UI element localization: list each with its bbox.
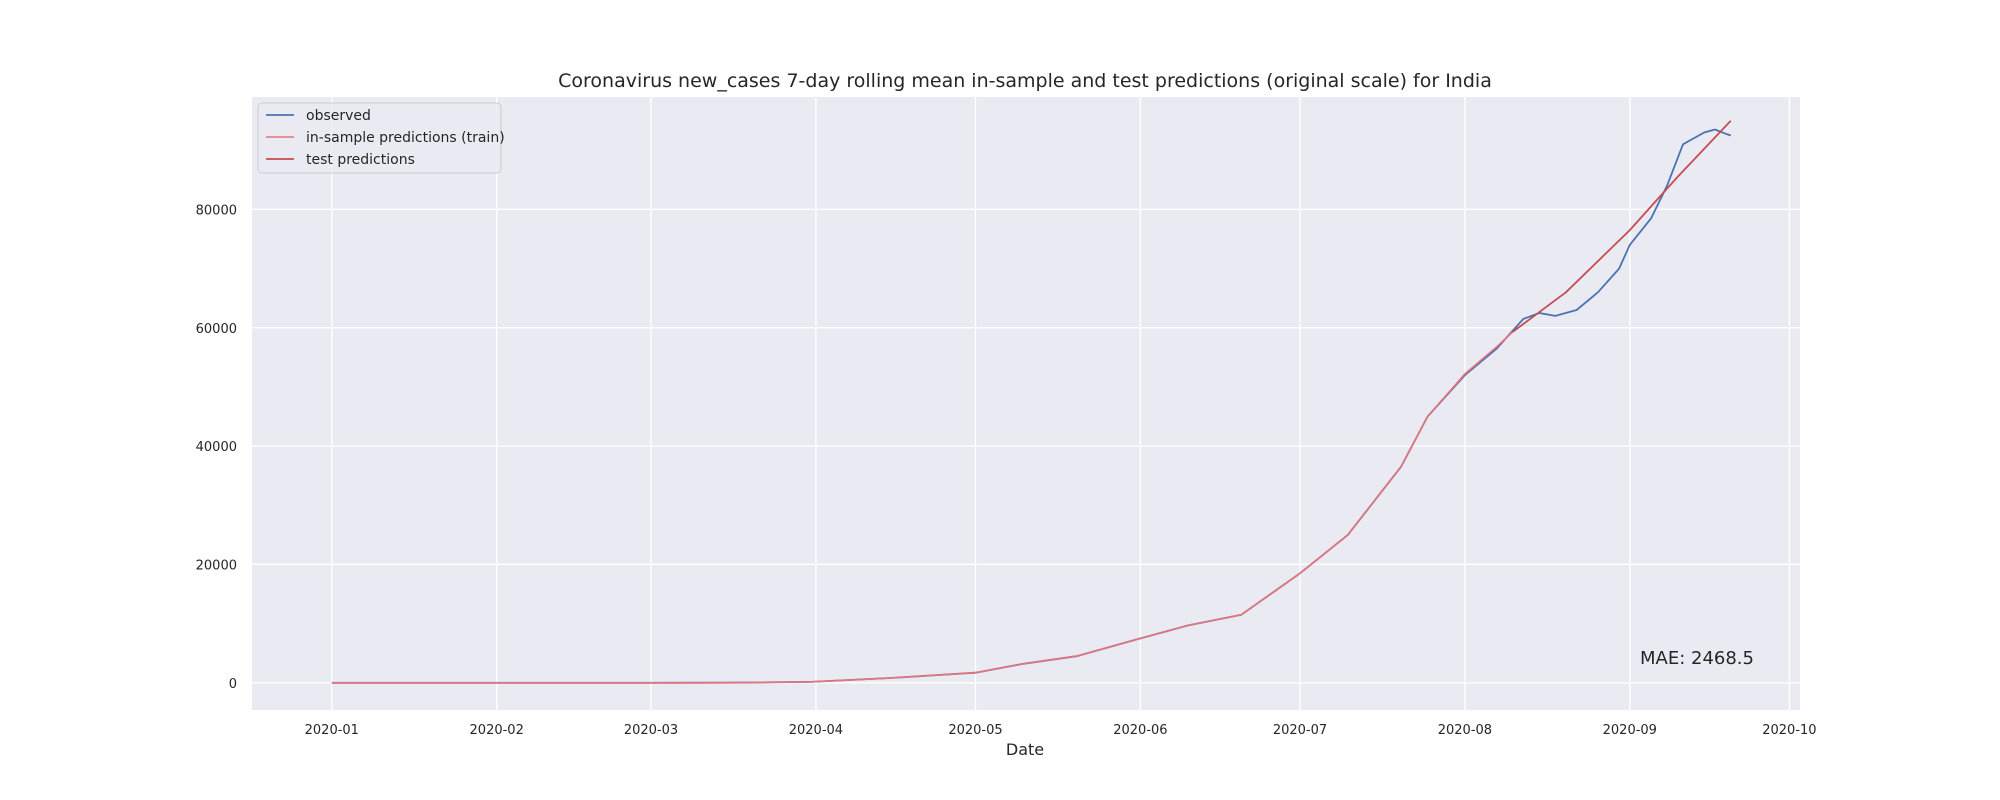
plot-area xyxy=(252,97,1800,710)
x-tick-label: 2020-08 xyxy=(1438,723,1492,738)
x-tick-label: 2020-02 xyxy=(470,723,524,738)
x-tick-label: 2020-01 xyxy=(305,723,359,738)
legend: observed in-sample predictions (train) t… xyxy=(257,102,505,174)
legend-box xyxy=(257,102,502,174)
x-axis-ticks: 2020-01 2020-02 2020-03 2020-04 2020-05 2020-… xyxy=(305,723,1817,738)
x-tick-label: 2020-04 xyxy=(789,723,843,738)
x-tick-label: 2020-06 xyxy=(1113,723,1167,738)
y-tick-label: 0 xyxy=(229,677,237,692)
y-tick-label: 20000 xyxy=(196,558,237,573)
x-gridlines xyxy=(331,97,1791,710)
x-tick-label: 2020-03 xyxy=(624,723,678,738)
x-tick-label: 2020-09 xyxy=(1603,723,1657,738)
legend-label-train: in-sample predictions (train) xyxy=(306,130,505,146)
mae-annotation: MAE: 2468.5 xyxy=(1640,648,1754,669)
x-tick-label: 2020-10 xyxy=(1762,723,1816,738)
legend-label-observed: observed xyxy=(306,108,371,124)
y-tick-label: 40000 xyxy=(196,440,237,455)
x-tick-label: 2020-07 xyxy=(1273,723,1327,738)
chart-title: Coronavirus new_cases 7-day rolling mean… xyxy=(558,70,1492,92)
x-axis-label: Date xyxy=(1006,740,1044,759)
y-tick-label: 80000 xyxy=(196,203,237,218)
series-layer xyxy=(331,120,1732,684)
y-tick-label: 60000 xyxy=(196,322,237,337)
series-line-train xyxy=(331,331,1514,684)
x-tick-label: 2020-05 xyxy=(948,723,1002,738)
legend-label-test: test predictions xyxy=(306,152,415,168)
series-line-test xyxy=(1512,120,1732,333)
y-axis-ticks: 0 20000 40000 60000 80000 xyxy=(196,203,237,691)
